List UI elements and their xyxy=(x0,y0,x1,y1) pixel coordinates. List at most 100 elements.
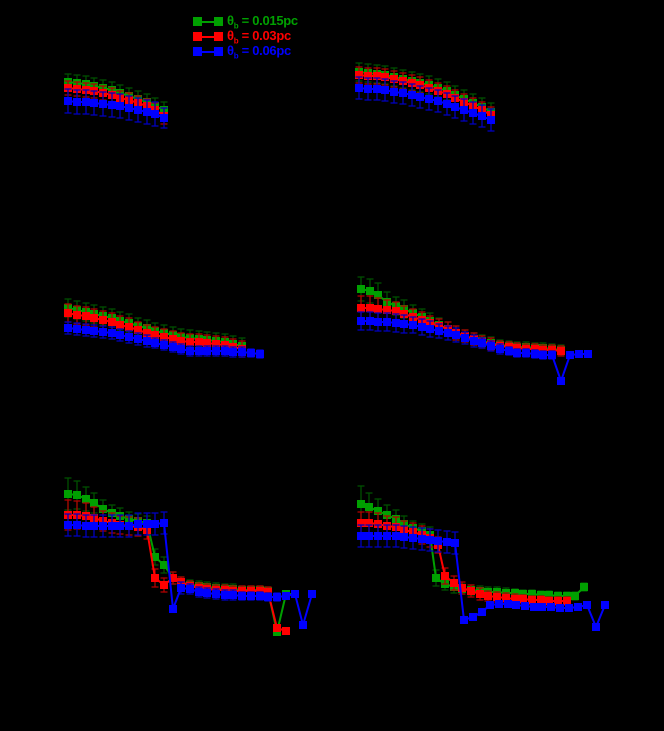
data-point xyxy=(125,104,133,112)
data-point xyxy=(554,597,562,605)
legend-label: θb = 0.06pc xyxy=(227,42,291,61)
data-point xyxy=(434,97,442,105)
data-point xyxy=(366,317,374,325)
data-point xyxy=(90,99,98,107)
panel-bottom-right xyxy=(357,485,609,631)
data-point xyxy=(548,351,556,359)
data-point xyxy=(134,106,142,114)
data-point xyxy=(469,613,477,621)
data-point xyxy=(528,596,536,604)
data-point xyxy=(229,591,237,599)
data-point xyxy=(99,100,107,108)
data-point xyxy=(548,346,556,354)
data-point xyxy=(73,311,81,319)
data-point xyxy=(545,597,553,605)
data-point xyxy=(195,338,203,346)
data-point xyxy=(547,603,555,611)
data-point xyxy=(461,334,469,342)
data-point xyxy=(528,590,536,598)
data-point xyxy=(392,319,400,327)
data-point xyxy=(134,520,142,528)
data-point xyxy=(478,608,486,616)
data-point xyxy=(426,536,434,544)
data-point xyxy=(151,110,159,118)
data-point xyxy=(116,321,124,329)
data-point xyxy=(400,533,408,541)
data-point xyxy=(580,583,588,591)
data-point xyxy=(160,581,168,589)
data-point xyxy=(82,312,90,320)
data-point xyxy=(160,561,168,569)
data-point xyxy=(357,519,365,527)
legend: θb = 0.015pc θb = 0.03pc θb = 0.06pc xyxy=(193,12,298,61)
data-point xyxy=(374,318,382,326)
data-point xyxy=(203,347,211,355)
data-point xyxy=(374,507,382,515)
data-point xyxy=(90,499,98,507)
data-point xyxy=(571,592,579,600)
data-point xyxy=(73,98,81,106)
data-point xyxy=(450,579,458,587)
data-point xyxy=(484,592,492,600)
data-point xyxy=(575,350,583,358)
data-point xyxy=(229,348,237,356)
data-point xyxy=(399,77,407,85)
panel-middle-left xyxy=(64,298,264,359)
data-point xyxy=(212,590,220,598)
legend-label: θb = 0.015pc xyxy=(227,12,298,31)
data-point xyxy=(169,605,177,613)
data-point xyxy=(565,604,573,612)
legend-item-006pc: θb = 0.06pc xyxy=(193,42,298,61)
data-point xyxy=(531,345,539,353)
data-point xyxy=(247,587,255,595)
data-point xyxy=(82,522,90,530)
data-point xyxy=(151,574,159,582)
data-point xyxy=(383,511,391,519)
data-point xyxy=(374,520,382,528)
data-point xyxy=(400,320,408,328)
data-point xyxy=(186,347,194,355)
data-point xyxy=(108,318,116,326)
data-point xyxy=(409,321,417,329)
data-point xyxy=(195,588,203,596)
data-point xyxy=(355,84,363,92)
data-point xyxy=(143,329,151,337)
data-point xyxy=(99,316,107,324)
data-point xyxy=(451,103,459,111)
data-point xyxy=(374,532,382,540)
data-point xyxy=(282,592,290,600)
data-point xyxy=(365,532,373,540)
data-point xyxy=(238,587,246,595)
data-point xyxy=(221,347,229,355)
data-point xyxy=(247,349,255,357)
data-point xyxy=(143,108,151,116)
data-point xyxy=(458,584,466,592)
data-point xyxy=(282,627,290,635)
legend-item-003pc: θb = 0.03pc xyxy=(193,27,298,46)
data-point xyxy=(256,592,264,600)
legend-label: θb = 0.03pc xyxy=(227,27,291,46)
data-point xyxy=(513,349,521,357)
data-point xyxy=(125,333,133,341)
data-point xyxy=(143,337,151,345)
panel-top-left xyxy=(64,73,168,129)
data-point xyxy=(460,106,468,114)
data-point xyxy=(478,339,486,347)
data-point xyxy=(212,347,220,355)
data-point xyxy=(537,591,545,599)
data-point xyxy=(151,553,159,561)
data-point xyxy=(264,593,272,601)
data-point xyxy=(418,535,426,543)
data-point xyxy=(416,93,424,101)
data-point xyxy=(212,340,220,348)
data-point xyxy=(160,341,168,349)
data-point xyxy=(273,624,281,632)
data-point xyxy=(365,519,373,527)
data-point xyxy=(151,331,159,339)
data-point xyxy=(64,490,72,498)
data-point xyxy=(64,521,72,529)
data-point xyxy=(64,84,72,92)
data-point xyxy=(357,304,365,312)
data-point xyxy=(134,335,142,343)
